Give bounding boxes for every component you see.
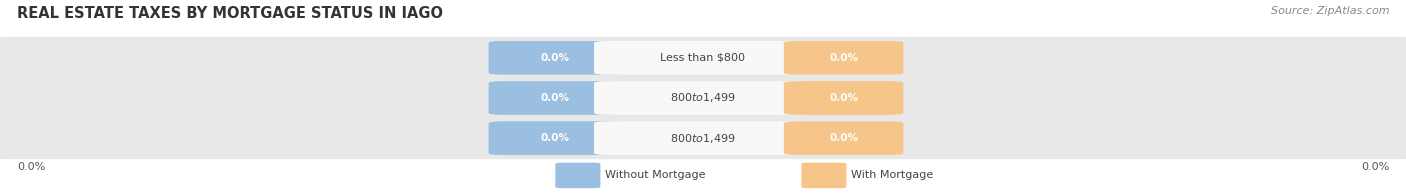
Text: Without Mortgage: Without Mortgage <box>605 170 704 181</box>
Text: 0.0%: 0.0% <box>830 133 858 143</box>
Text: $800 to $1,499: $800 to $1,499 <box>671 132 735 145</box>
Text: 0.0%: 0.0% <box>830 93 858 103</box>
Text: 0.0%: 0.0% <box>1361 162 1389 172</box>
Text: 0.0%: 0.0% <box>541 53 569 63</box>
FancyBboxPatch shape <box>593 41 813 75</box>
FancyBboxPatch shape <box>593 121 813 155</box>
FancyBboxPatch shape <box>785 41 903 75</box>
FancyBboxPatch shape <box>0 117 1406 159</box>
FancyBboxPatch shape <box>593 81 813 115</box>
FancyBboxPatch shape <box>785 81 903 115</box>
Text: With Mortgage: With Mortgage <box>851 170 932 181</box>
FancyBboxPatch shape <box>0 37 1406 79</box>
Text: 0.0%: 0.0% <box>541 133 569 143</box>
Text: 0.0%: 0.0% <box>541 93 569 103</box>
Text: Source: ZipAtlas.com: Source: ZipAtlas.com <box>1271 6 1389 16</box>
Text: 0.0%: 0.0% <box>17 162 45 172</box>
Text: $800 to $1,499: $800 to $1,499 <box>671 92 735 104</box>
FancyBboxPatch shape <box>785 121 903 155</box>
FancyBboxPatch shape <box>801 163 846 188</box>
FancyBboxPatch shape <box>489 121 621 155</box>
Text: REAL ESTATE TAXES BY MORTGAGE STATUS IN IAGO: REAL ESTATE TAXES BY MORTGAGE STATUS IN … <box>17 6 443 21</box>
FancyBboxPatch shape <box>489 81 621 115</box>
Text: 0.0%: 0.0% <box>830 53 858 63</box>
FancyBboxPatch shape <box>489 41 621 75</box>
FancyBboxPatch shape <box>0 77 1406 119</box>
Text: Less than $800: Less than $800 <box>661 53 745 63</box>
FancyBboxPatch shape <box>555 163 600 188</box>
